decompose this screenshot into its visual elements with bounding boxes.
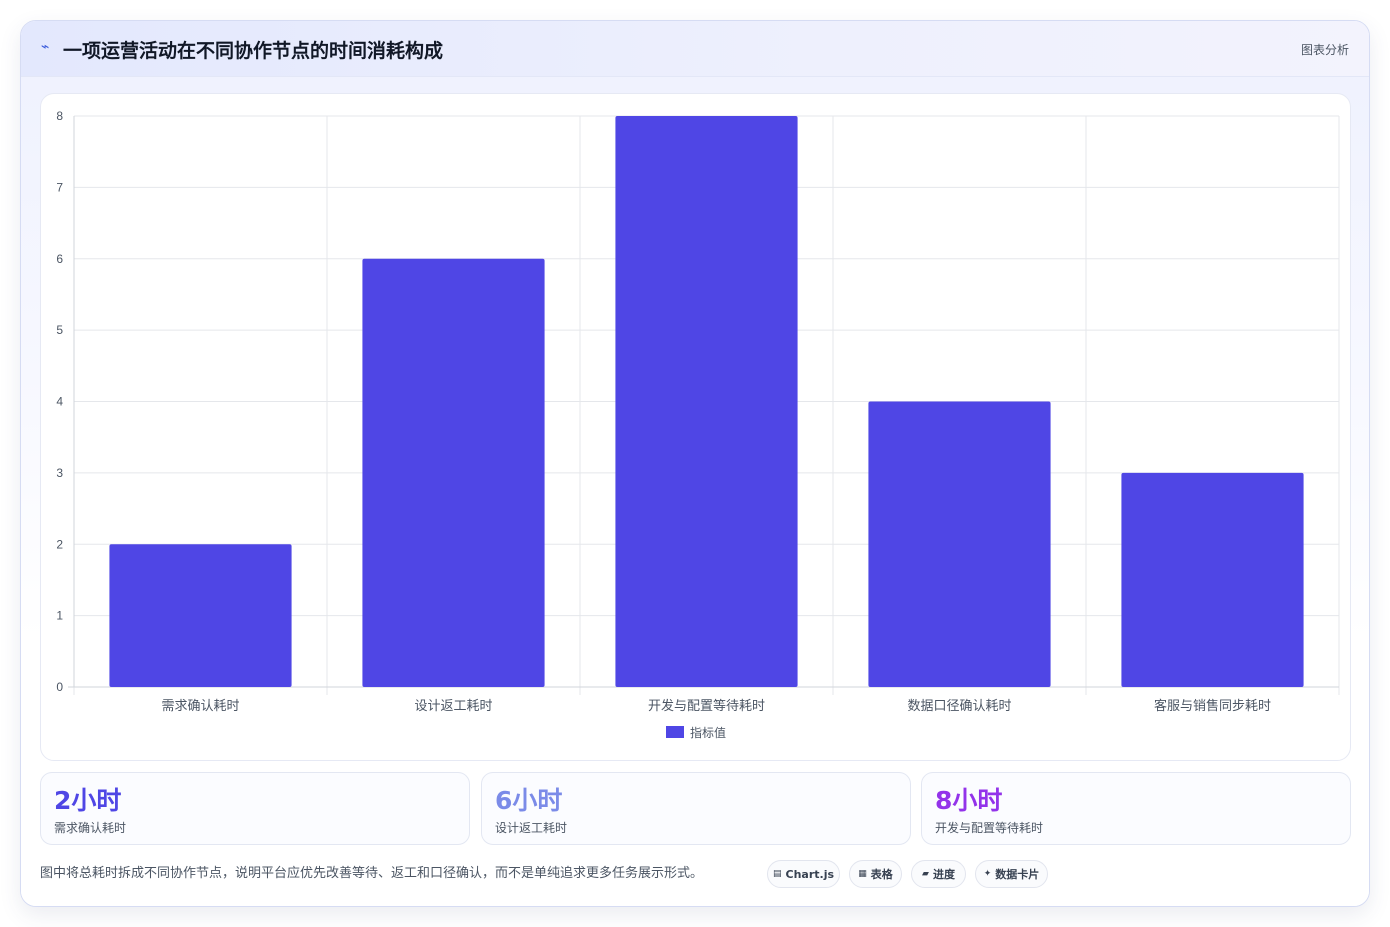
table-icon: ▦ [858, 869, 867, 879]
stat-label: 需求确认耗时 [54, 821, 127, 835]
chart-note: 图中将总耗时拆成不同协作节点，说明平台应优先改善等待、返工和口径确认，而不是单纯… [40, 866, 704, 881]
chip-table[interactable]: ▦ 表格 [849, 860, 902, 888]
y-tick-label: 2 [56, 537, 63, 551]
chart-card: ⌁ 一项运营活动在不同协作节点的时间消耗构成 图表分析 0 1 2 3 4 5 6 7 8 需求确… [20, 20, 1370, 907]
x-tick-label: 设计返工耗时 [414, 699, 492, 714]
chart-panel: 0 1 2 3 4 5 6 7 8 需求确认耗时 设计返工耗时 开发与配置等待耗时 数据口径确认耗时 客服… [40, 93, 1351, 761]
stat-label: 开发与配置等待耗时 [935, 821, 1044, 835]
legend-swatch [666, 726, 684, 738]
x-tick-label: 客服与销售同步耗时 [1154, 698, 1271, 714]
y-tick-label: 3 [56, 466, 63, 480]
x-tick-label: 开发与配置等待耗时 [648, 698, 765, 714]
bar [109, 544, 292, 687]
y-tick-label: 1 [56, 609, 63, 623]
bar [1121, 472, 1304, 687]
x-tick-label: 数据口径确认耗时 [907, 699, 1011, 714]
chip-progress[interactable]: ▰ 进度 [911, 860, 966, 888]
stat-value: 2小时 [54, 786, 122, 815]
legend-label: 指标值 [690, 725, 726, 740]
card-header: ⌁ 一项运营活动在不同协作节点的时间消耗构成 图表分析 [21, 21, 1369, 77]
y-tick-label: 6 [56, 252, 63, 266]
y-tick-label: 4 [56, 395, 63, 409]
bar [615, 116, 798, 687]
page-title: 一项运营活动在不同协作节点的时间消耗构成 [63, 40, 444, 62]
bar [362, 258, 545, 687]
header-tag: 图表分析 [1300, 43, 1349, 57]
chip-label: 进度 [932, 868, 955, 881]
y-tick-label: 8 [56, 109, 63, 123]
sparkle-icon: ✦ [983, 869, 992, 879]
stat-card-1: 2小时 需求确认耗时 [40, 772, 470, 845]
chart-icon: ▤ [772, 869, 782, 879]
chip-data-card[interactable]: ✦ 数据卡片 [975, 860, 1048, 888]
bar-chart: 0 1 2 3 4 5 6 7 8 需求确认耗时 设计返工耗时 开发与配置等待耗时 数据口径确认耗时 客服… [56, 109, 1340, 740]
chip-label: Chart.js [785, 867, 835, 881]
stat-value: 6小时 [495, 786, 563, 815]
pulse-icon: ⌁ [41, 39, 50, 55]
stat-card-2: 6小时 设计返工耗时 [481, 772, 911, 845]
y-tick-label: 0 [56, 680, 63, 694]
progress-icon: ▰ [922, 869, 929, 879]
stat-value: 8小时 [935, 786, 1003, 815]
y-tick-label: 5 [56, 323, 63, 337]
stat-card-3: 8小时 开发与配置等待耗时 [921, 772, 1351, 845]
y-tick-label: 7 [56, 180, 63, 194]
x-tick-label: 需求确认耗时 [161, 699, 239, 714]
bar [868, 401, 1051, 687]
chip-label: 表格 [870, 868, 893, 881]
stat-label: 设计返工耗时 [495, 821, 568, 835]
chip-chartjs[interactable]: ▤ Chart.js [767, 860, 840, 888]
chip-label: 数据卡片 [995, 868, 1040, 881]
